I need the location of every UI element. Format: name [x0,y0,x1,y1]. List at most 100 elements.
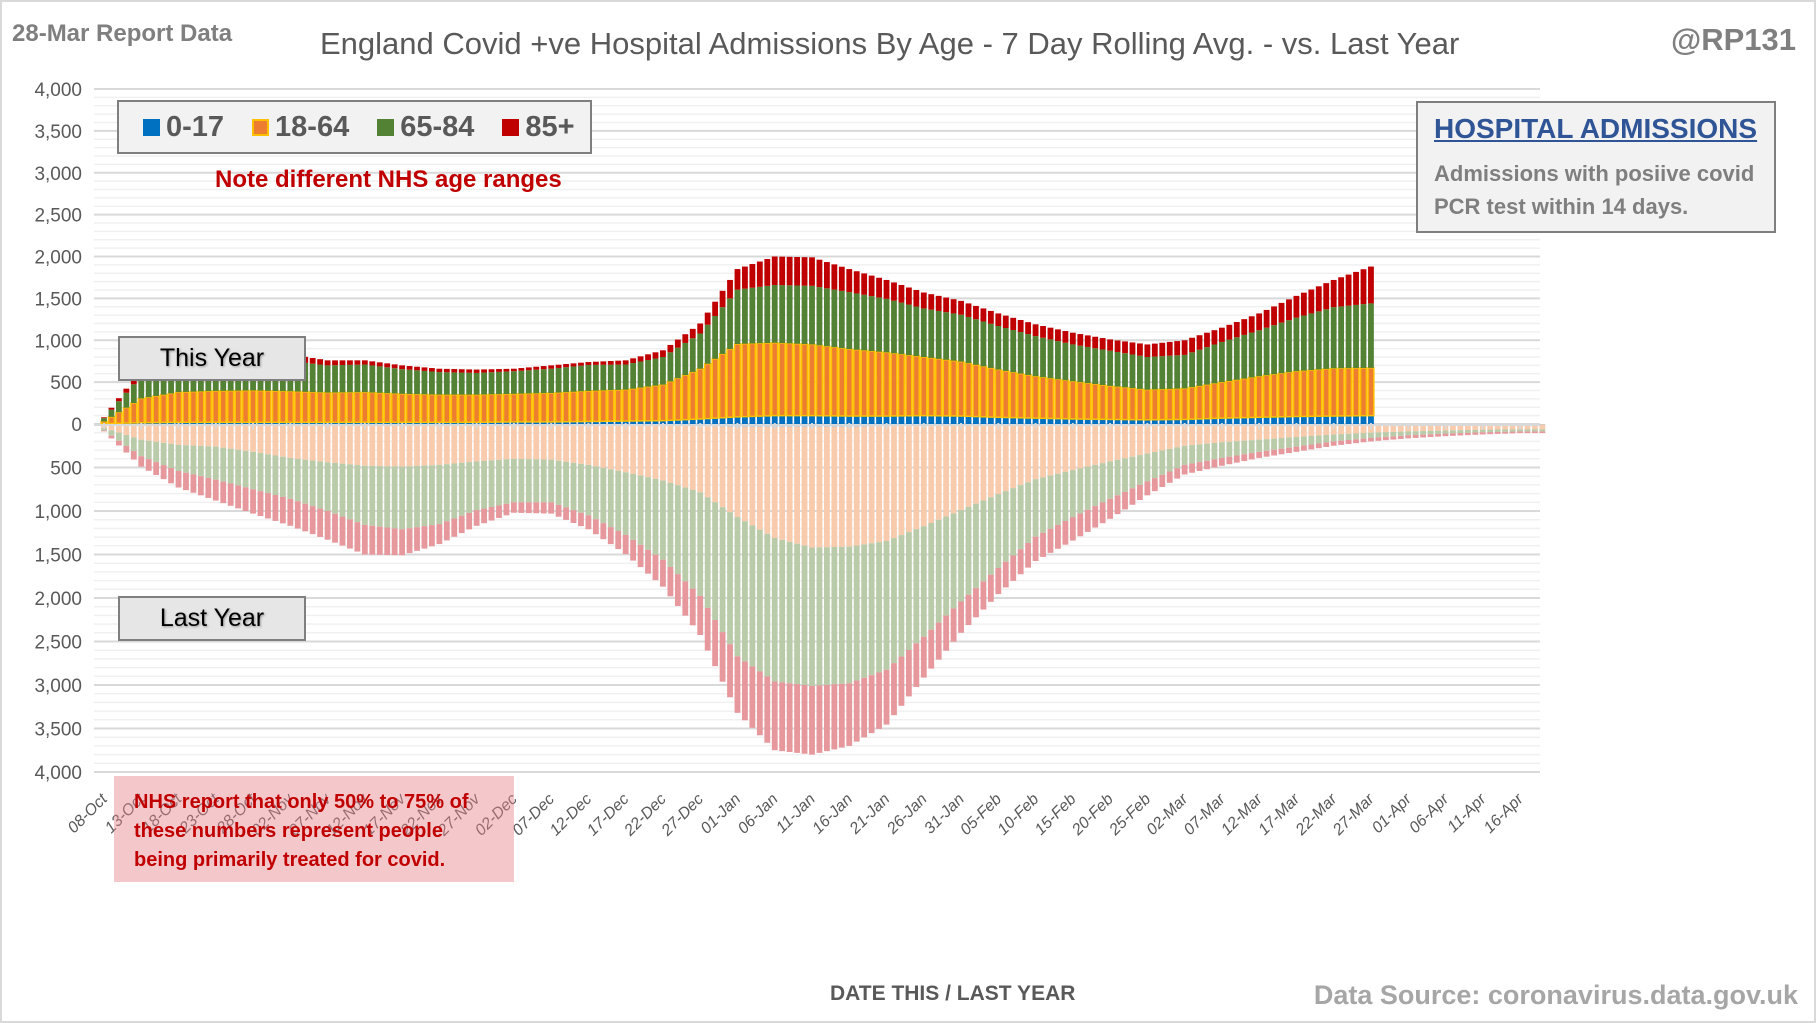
this-year-bar-0-17 [414,422,420,424]
last-year-bar-85+ [1487,432,1494,435]
last-year-bar-85+ [510,502,517,513]
last-year-bar-85+ [138,456,145,467]
last-year-bar-85+ [488,506,495,521]
last-year-bar-85+ [451,518,458,537]
this-year-bar-65-84 [1062,342,1069,381]
this-year-bar-18-64 [1121,386,1129,421]
last-year-bar-65-84 [1047,475,1054,529]
last-year-bar-65-84 [130,437,137,452]
this-year-bar-18-64 [554,391,563,423]
this-year-bar-65-84 [1293,317,1300,372]
this-year-bar-85+ [332,360,338,366]
last-year-bar-65-84 [1144,453,1151,482]
last-year-bar-85+ [1450,433,1456,436]
this-year-bar-85+ [749,264,756,288]
this-year-bar-65-84 [823,288,830,347]
this-year-bar-65-84 [682,342,689,376]
this-year-bar-65-84 [920,308,927,357]
this-year-bar-18-64 [1024,374,1032,419]
this-year-bar-0-17 [1189,419,1195,424]
last-year-bar-85+ [771,681,778,751]
last-year-bar-18-64 [578,424,584,464]
this-year-bar-85+ [980,308,987,322]
last-year-bar-85+ [831,684,838,750]
this-year-bar-18-64 [435,393,444,424]
last-year-bar-85+ [183,472,189,491]
last-year-bar-65-84 [1539,429,1546,432]
last-year-bar-18-64 [1069,424,1076,471]
this-year-bar-0-17 [384,422,391,424]
last-year-bar-85+ [533,502,540,514]
this-year-bar-0-17 [950,415,957,424]
last-year-bar-65-84 [205,446,212,478]
last-year-bar-65-84 [347,464,353,520]
this-year-bar-0-17 [1278,416,1285,424]
last-year-bar-18-64 [555,424,562,461]
last-year-bar-18-64 [742,426,748,522]
this-year-bar-65-84 [1040,337,1046,378]
last-year-bar-65-84 [1084,466,1091,510]
author-handle: @RP131 [1670,22,1796,57]
this-year-bar-65-84 [317,364,324,393]
last-year-bar-65-84 [1159,450,1166,475]
last-year-bar-65-84 [168,443,174,469]
last-year-bar-85+ [1233,455,1240,463]
last-year-bar-85+ [503,503,510,516]
this-year-bar-85+ [548,365,555,369]
last-year-bar-85+ [719,632,726,682]
last-year-bar-18-64 [689,426,696,490]
this-year-bar-65-84 [123,392,130,408]
this-year-bar-0-17 [958,416,964,424]
this-year-bar-18-64 [361,391,369,424]
this-year-bar-65-84 [1323,309,1330,369]
last-year-bar-65-84 [190,445,197,475]
last-year-bar-85+ [1114,495,1121,515]
this-year-bar-0-17 [987,417,994,424]
last-year-bar-18-64 [525,424,532,460]
this-year-bar-85+ [451,369,458,373]
nhs-note-line: NHS report that only 50% to 75% of [134,791,469,813]
this-year-bar-65-84 [563,367,569,393]
last-year-bar-85+ [898,656,905,706]
last-year-bar-65-84 [473,461,480,511]
last-year-bar-65-84 [689,489,696,589]
this-year-bar-85+ [1256,313,1263,331]
last-year-bar-85+ [548,502,555,514]
this-year-bar-0-17 [1368,415,1374,424]
this-year-bar-65-84 [399,369,406,394]
this-year-bar-0-17 [1263,417,1270,424]
this-year-bar-65-84 [779,285,786,344]
this-year-bar-65-84 [727,298,733,349]
this-year-bar-0-17 [712,418,719,424]
this-year-bar-0-17 [1129,419,1136,424]
last-year-bar-85+ [302,503,309,532]
last-year-bar-85+ [443,521,450,541]
last-year-bar-18-64 [764,426,771,534]
last-year-bar-65-84 [876,542,882,673]
last-year-bar-65-84 [153,441,160,463]
last-year-bar-18-64 [1256,424,1263,440]
last-year-bar-18-64 [324,424,331,463]
this-year-bar-0-17 [920,415,927,424]
this-year-bar-18-64 [622,388,630,422]
last-year-bar-18-64 [473,424,480,462]
this-year-bar-65-84 [1360,304,1367,368]
this-year-bar-0-17 [1226,417,1233,424]
last-year-bar-65-84 [265,454,271,494]
last-year-bar-85+ [1509,431,1516,434]
last-year-bar-65-84 [1017,485,1024,550]
last-year-bar-18-64 [235,424,242,450]
this-year-bar-0-17 [1062,418,1069,424]
this-year-bar-85+ [384,363,391,368]
last-year-bar-18-64 [891,426,897,539]
this-year-bar-65-84 [548,368,555,394]
last-year-bar-85+ [1084,509,1091,532]
info-box-text: Admissions with posiive covid PCR test w… [1434,157,1764,223]
this-year-bar-65-84 [756,286,763,344]
this-year-bar-85+ [1360,269,1367,305]
this-year-bar-85+ [1010,317,1017,331]
last-year-bar-65-84 [682,487,689,582]
last-year-bar-18-64 [771,426,778,538]
last-year-bar-18-64 [1025,425,1032,483]
last-year-bar-65-84 [1509,429,1516,432]
